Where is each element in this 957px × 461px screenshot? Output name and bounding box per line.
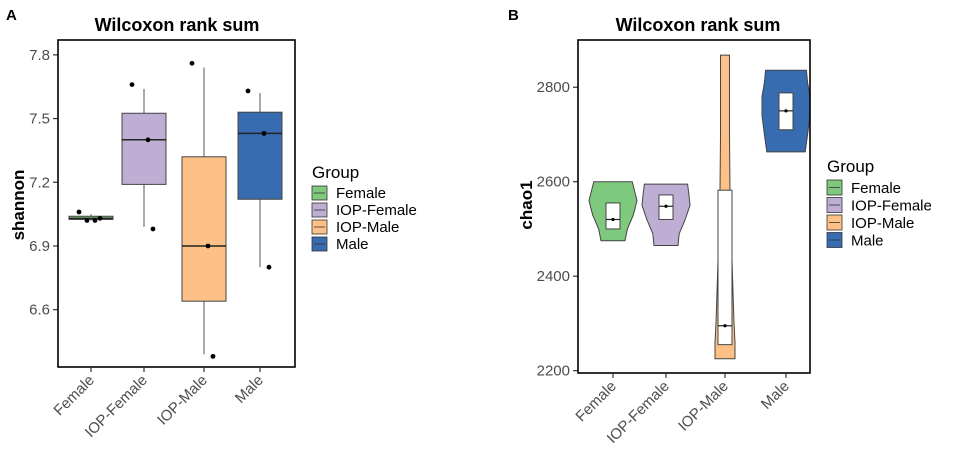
panel-a-x-tick-label-iop-male: IOP-Male <box>154 372 211 429</box>
panel-a-y-tick-label-0: 6.6 <box>29 302 50 319</box>
panel-b-legend-label-iop-male: IOP-Male <box>851 215 914 232</box>
panel-b-y-tick-label-3: 2800 <box>537 79 570 96</box>
panel-b-y-ticks: 2200 2400 2600 2800 <box>537 79 578 380</box>
panel-a-legend-title: Group <box>312 163 359 182</box>
data-point-female-1 <box>92 218 98 223</box>
panel-a-y-axis-title: shannon <box>9 170 28 241</box>
data-point-male-1 <box>261 131 267 136</box>
data-point-female-2 <box>97 215 103 221</box>
panel-b-legend-label-iop-female: IOP-Female <box>851 198 932 215</box>
panel-a-x-tick-label-female: Female <box>50 372 97 419</box>
panel-b-plot-frame <box>577 39 811 374</box>
panel-b: B Wilcoxon rank sum chao1 2200 2400 2600 28… <box>508 7 932 447</box>
panel-b-legend-title: Group <box>827 157 874 176</box>
panel-a-legend-label-iop-male: IOP-Male <box>336 219 399 236</box>
violin-median-dot-iop-female <box>664 204 668 208</box>
data-point-iop-male-1 <box>205 243 211 249</box>
panel-b-y-axis-title: chao1 <box>517 180 536 229</box>
panel-a-y-tick-label-4: 7.8 <box>29 47 50 64</box>
violin-median-dot-male <box>784 109 788 113</box>
panel-a-label: A <box>6 7 17 24</box>
panel-b-legend-label-female: Female <box>851 180 901 197</box>
panel-a-legend-label-iop-female: IOP-Female <box>336 202 417 219</box>
panel-a-y-ticks: 6.6 6.9 7.2 7.5 7.8 <box>29 47 58 319</box>
panel-b-marks <box>588 54 811 360</box>
panel-a-marks <box>68 60 283 359</box>
panel-a-legend-label-female: Female <box>336 185 386 202</box>
box-iop-male <box>181 156 227 302</box>
panel-b-legend-label-male: Male <box>851 233 884 250</box>
violin-box-iop-male <box>717 189 733 346</box>
data-point-iop-female-1 <box>145 137 151 143</box>
panel-b-x-tick-label-female: Female <box>572 378 619 425</box>
panel-a-plot-frame <box>57 39 296 368</box>
panel-b-label: B <box>508 7 519 24</box>
panel-b-title: Wilcoxon rank sum <box>616 15 781 35</box>
panel-b-y-tick-label-1: 2400 <box>537 268 570 285</box>
data-point-female-3 <box>84 218 90 223</box>
data-point-iop-male-0 <box>189 60 195 66</box>
panel-b-x-tick-label-iop-male: IOP-Male <box>675 378 732 435</box>
panel-a-y-tick-label-1: 6.9 <box>29 238 50 255</box>
violin-box-female <box>605 202 621 230</box>
panel-b-y-tick-label-2: 2600 <box>537 174 570 191</box>
data-point-iop-female-2 <box>150 226 156 232</box>
panel-a: A Wilcoxon rank sum shannon 6.6 6.9 7.2 7.5… <box>6 7 417 441</box>
data-point-male-2 <box>266 264 272 270</box>
data-point-iop-female-0 <box>129 82 135 87</box>
panel-a-y-tick-label-2: 7.2 <box>29 174 50 191</box>
data-point-iop-male-2 <box>210 353 216 359</box>
panel-a-legend-label-male: Male <box>336 236 369 253</box>
panel-a-x-tick-label-male: Male <box>232 372 267 407</box>
panel-a-title: Wilcoxon rank sum <box>95 15 260 35</box>
violin-median-dot-iop-male <box>723 324 727 328</box>
data-point-male-0 <box>245 88 251 94</box>
panel-b-y-tick-label-0: 2200 <box>537 363 570 380</box>
panel-a-y-tick-label-3: 7.5 <box>29 111 50 128</box>
violin-median-dot-female <box>611 217 615 222</box>
data-point-female-0 <box>76 209 82 215</box>
box-iop-female <box>121 112 167 185</box>
box-male <box>237 111 283 200</box>
panel-b-x-tick-label-male: Male <box>758 378 793 413</box>
